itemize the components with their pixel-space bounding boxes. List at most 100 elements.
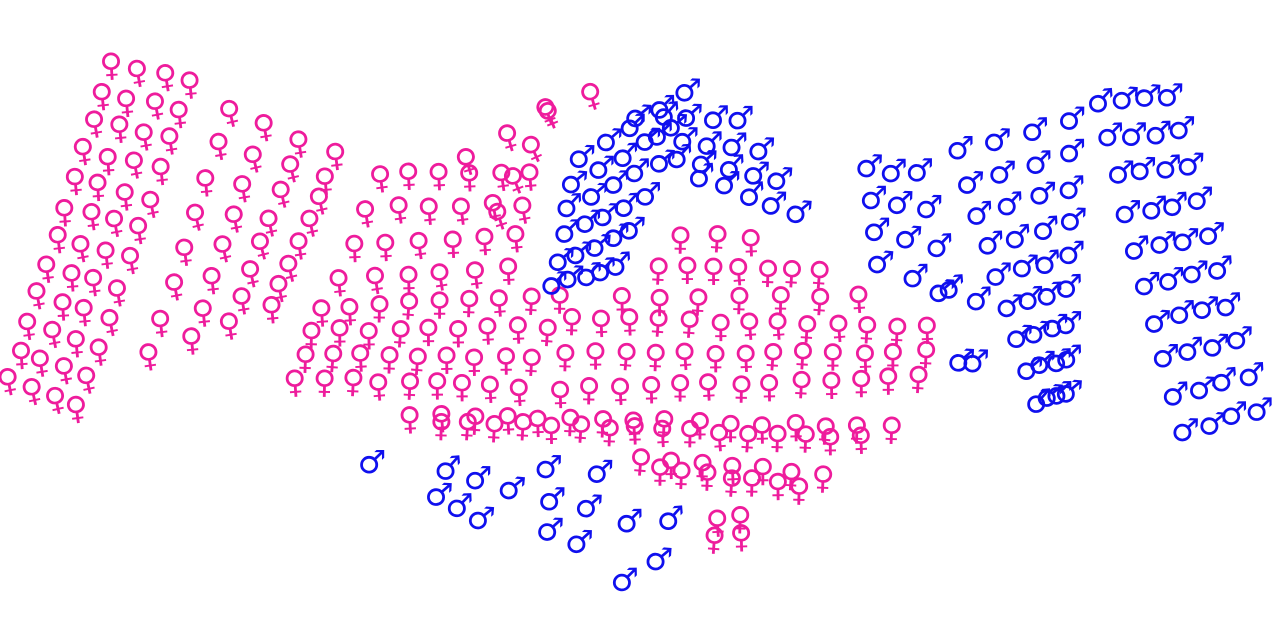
male-symbol: ♂ [885,183,915,222]
male-symbol: ♂ [1185,179,1214,217]
female-symbol: ♀ [328,312,352,350]
female-symbol: ♀ [819,365,843,404]
male-symbol: ♂ [864,242,896,282]
female-symbol: ♀ [450,367,474,405]
male-symbol: ♂ [1142,302,1173,342]
female-symbol: ♀ [397,365,422,404]
female-symbol: ♀ [575,74,608,117]
female-symbol: ♀ [659,445,683,483]
female-symbol: ♀ [704,218,730,258]
female-symbol: ♀ [818,421,842,459]
female-symbol: ♀ [623,410,647,449]
male-symbol: ♂ [574,255,604,294]
female-symbol: ♀ [486,282,512,322]
female-symbol: ♀ [0,360,23,402]
female-symbol: ♀ [729,369,753,407]
female-symbol: ♀ [643,337,668,376]
female-symbol: ♀ [751,451,774,489]
female-symbol: ♀ [676,250,700,288]
female-symbol: ♀ [258,288,285,328]
female-symbol: ♀ [525,403,550,442]
male-symbol: ♂ [946,129,975,167]
female-symbol: ♀ [706,416,732,456]
male-symbol: ♂ [863,211,892,249]
male-symbol: ♂ [463,459,492,497]
male-symbol: ♂ [994,184,1024,223]
female-symbol: ♀ [853,337,878,376]
female-symbol: ♀ [854,309,880,348]
female-symbol: ♀ [811,458,836,497]
male-symbol: ♂ [651,94,683,134]
female-symbol: ♀ [396,259,421,298]
female-symbol: ♀ [845,410,869,449]
male-symbol: ♂ [1057,99,1086,137]
female-symbol: ♀ [320,337,346,377]
female-symbol: ♀ [171,231,199,272]
male-symbol: ♂ [946,341,977,380]
female-symbol: ♀ [645,302,671,342]
female-symbol: ♀ [124,209,153,250]
female-symbol: ♀ [719,462,745,501]
female-symbol: ♀ [876,361,900,399]
female-symbol: ♀ [906,358,932,397]
female-symbol: ♀ [678,413,702,451]
female-symbol: ♀ [750,409,774,448]
female-symbol: ♀ [440,223,465,262]
female-symbol: ♀ [396,155,422,194]
male-symbol: ♂ [588,250,619,289]
male-symbol: ♂ [567,137,597,176]
female-symbol: ♀ [702,251,726,289]
female-symbol: ♀ [113,82,140,122]
female-symbol: ♀ [385,188,413,229]
male-symbol: ♂ [1167,293,1197,332]
male-symbol: ♂ [1057,132,1086,170]
male-symbol: ♂ [1147,222,1179,262]
male-symbol: ♂ [1196,214,1227,254]
male-symbol: ♂ [1034,376,1066,416]
female-symbol: ♀ [50,286,76,325]
female-symbol: ♀ [13,305,42,346]
male-symbol: ♂ [1085,81,1116,121]
male-symbol: ♂ [1139,188,1169,227]
male-symbol: ♂ [535,510,565,549]
female-symbol: ♀ [577,370,601,409]
female-symbol: ♀ [688,405,712,443]
male-symbol: ♂ [623,96,654,136]
female-symbol: ♀ [885,310,910,349]
female-symbol: ♀ [617,301,642,340]
female-symbol: ♀ [189,292,217,332]
male-symbol: ♂ [746,129,776,168]
male-symbol: ♂ [1224,319,1254,358]
male-symbol: ♂ [689,142,719,181]
female-symbol: ♀ [685,281,711,320]
female-symbol: ♀ [740,462,764,500]
male-symbol: ♂ [358,443,387,481]
female-symbol: ♀ [457,283,482,322]
female-symbol: ♀ [178,320,205,360]
male-symbol: ♂ [537,480,566,519]
female-symbol: ♀ [821,337,844,375]
female-symbol: ♀ [728,499,752,538]
male-symbol: ♂ [1015,279,1045,318]
male-symbol: ♂ [924,226,954,265]
female-symbol: ♀ [790,335,816,374]
female-symbol: ♀ [447,190,475,231]
female-symbol: ♀ [62,160,89,200]
female-symbol: ♀ [313,363,337,401]
male-symbol: ♂ [695,124,724,162]
female-symbol: ♀ [502,217,529,257]
male-symbol: ♂ [975,223,1005,262]
female-symbol: ♀ [510,406,536,445]
male-symbol: ♂ [736,174,768,214]
female-symbol: ♀ [553,337,578,376]
male-symbol: ♂ [424,475,454,514]
male-symbols-group: ♂♂♂ ♂♂♂♂♂♂♂♂♂♂♂♂♂♂♂♂♂♂♂♂♂♂♂♂♂♂♂♂♂♂♂♂♂♂♂♂♂… [358,71,1274,599]
female-symbol: ♀ [85,166,111,205]
male-symbol: ♂ [1024,143,1053,181]
male-symbol: ♂ [558,162,590,202]
male-symbol: ♂ [1045,374,1074,412]
female-symbol: ♀ [428,285,451,323]
male-symbol: ♂ [1144,114,1173,153]
female-symbol: ♀ [881,336,905,374]
